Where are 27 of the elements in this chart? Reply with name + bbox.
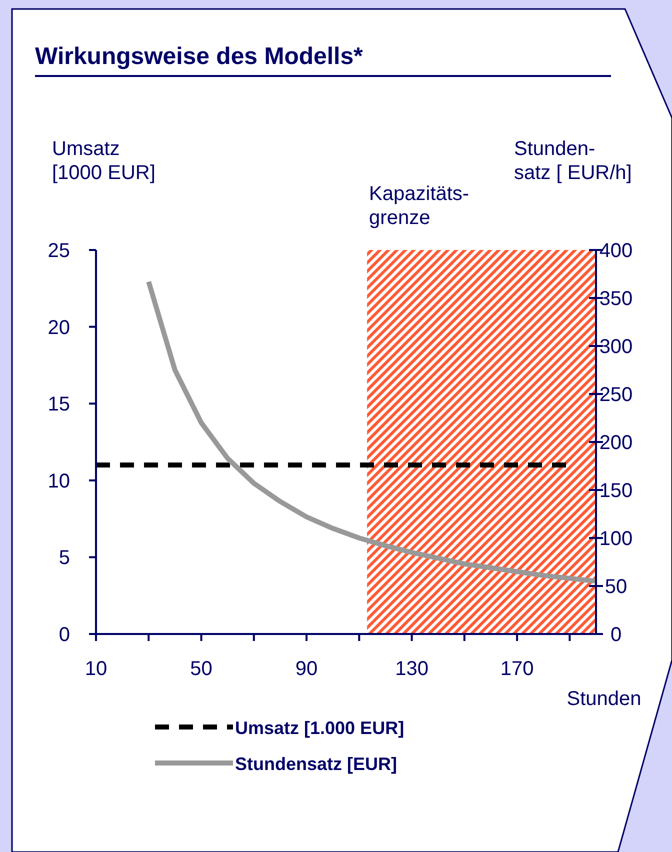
y2-tick-label: 350 bbox=[599, 288, 633, 310]
x-axis-title: Stunden bbox=[566, 688, 642, 710]
legend-label: Umsatz [1.000 EUR] bbox=[235, 718, 404, 738]
y-tick-label: 20 bbox=[48, 316, 70, 339]
y-tick-label: 10 bbox=[48, 470, 70, 492]
y2-tick-label: 300 bbox=[599, 336, 633, 358]
band-label: Kapazitäts- grenze bbox=[369, 183, 470, 229]
x-tick-label: 10 bbox=[84, 658, 108, 680]
x-tick-label: 130 bbox=[395, 658, 428, 680]
y-axis-title: Umsatz [1000 EUR] bbox=[52, 138, 156, 184]
y-tick-label: 15 bbox=[48, 394, 70, 416]
y2-tick-label: 200 bbox=[599, 432, 633, 454]
y2-tick-label: 150 bbox=[599, 480, 633, 502]
y2-tick-label: 100 bbox=[599, 528, 633, 550]
y-tick-label: 5 bbox=[58, 547, 70, 570]
y2-tick-label: 50 bbox=[604, 576, 628, 598]
y2-tick-label: 250 bbox=[599, 384, 633, 406]
x-tick-label: 50 bbox=[190, 658, 212, 680]
x-tick-label: 90 bbox=[295, 658, 318, 680]
y2-tick-label: 0 bbox=[610, 624, 622, 646]
y-tick-label: 0 bbox=[58, 624, 70, 646]
chart-title: Wirkungsweise des Modells* bbox=[35, 43, 364, 70]
y2-axis-title: Stunden- satz [ EUR/h] bbox=[514, 138, 632, 184]
legend-label: Stundensatz [EUR] bbox=[235, 754, 397, 774]
y2-tick-label: 400 bbox=[599, 240, 633, 262]
y-tick-label: 25 bbox=[48, 240, 70, 262]
x-tick-label: 170 bbox=[500, 658, 534, 680]
